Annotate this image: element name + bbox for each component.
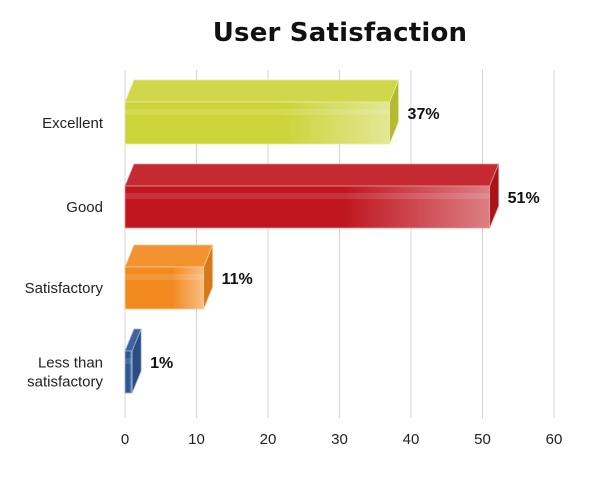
bar-front-face xyxy=(124,101,390,145)
bar-highlight xyxy=(125,358,133,364)
category-label: Excellent xyxy=(42,115,104,132)
x-tick-label: 0 xyxy=(121,431,129,448)
bar-4 xyxy=(124,328,142,394)
labels: 0 10 20 30 40 50 60 37% Excellent 51% Good 11% Satis… xyxy=(25,106,563,448)
data-label: 51% xyxy=(508,190,540,207)
category-label: Less than satisfactory xyxy=(27,355,103,391)
chart-title: User Satisfaction xyxy=(212,18,468,48)
bar-highlight xyxy=(125,109,390,115)
data-label: 1% xyxy=(150,355,173,372)
bar-highlight xyxy=(125,274,204,280)
bar-side-face xyxy=(389,79,399,145)
data-label: 11% xyxy=(222,271,253,288)
bar-highlight xyxy=(125,193,490,199)
bar-3 xyxy=(124,244,214,310)
bar-top-face xyxy=(124,163,500,187)
bar-front-face xyxy=(124,185,491,229)
x-tick-label: 10 xyxy=(188,431,205,448)
bar-front-face xyxy=(124,266,205,310)
x-tick-label: 20 xyxy=(260,431,277,448)
category-label: Good xyxy=(66,199,103,216)
bar-1 xyxy=(124,79,400,145)
x-tick-label: 50 xyxy=(474,431,491,448)
x-tick-label: 30 xyxy=(331,431,348,448)
category-label: Satisfactory xyxy=(25,280,104,297)
x-tick-label: 60 xyxy=(546,431,563,448)
bar-side-face xyxy=(203,244,214,310)
bar-top-face xyxy=(124,79,400,103)
bar-side-face xyxy=(131,328,142,394)
data-label: 37% xyxy=(408,106,440,123)
x-tick-label: 40 xyxy=(403,431,420,448)
bar-top-face xyxy=(124,244,214,268)
bar-side-face xyxy=(489,163,500,229)
bar-front-face xyxy=(124,350,133,394)
bars xyxy=(124,79,500,394)
bar-2 xyxy=(124,163,500,229)
